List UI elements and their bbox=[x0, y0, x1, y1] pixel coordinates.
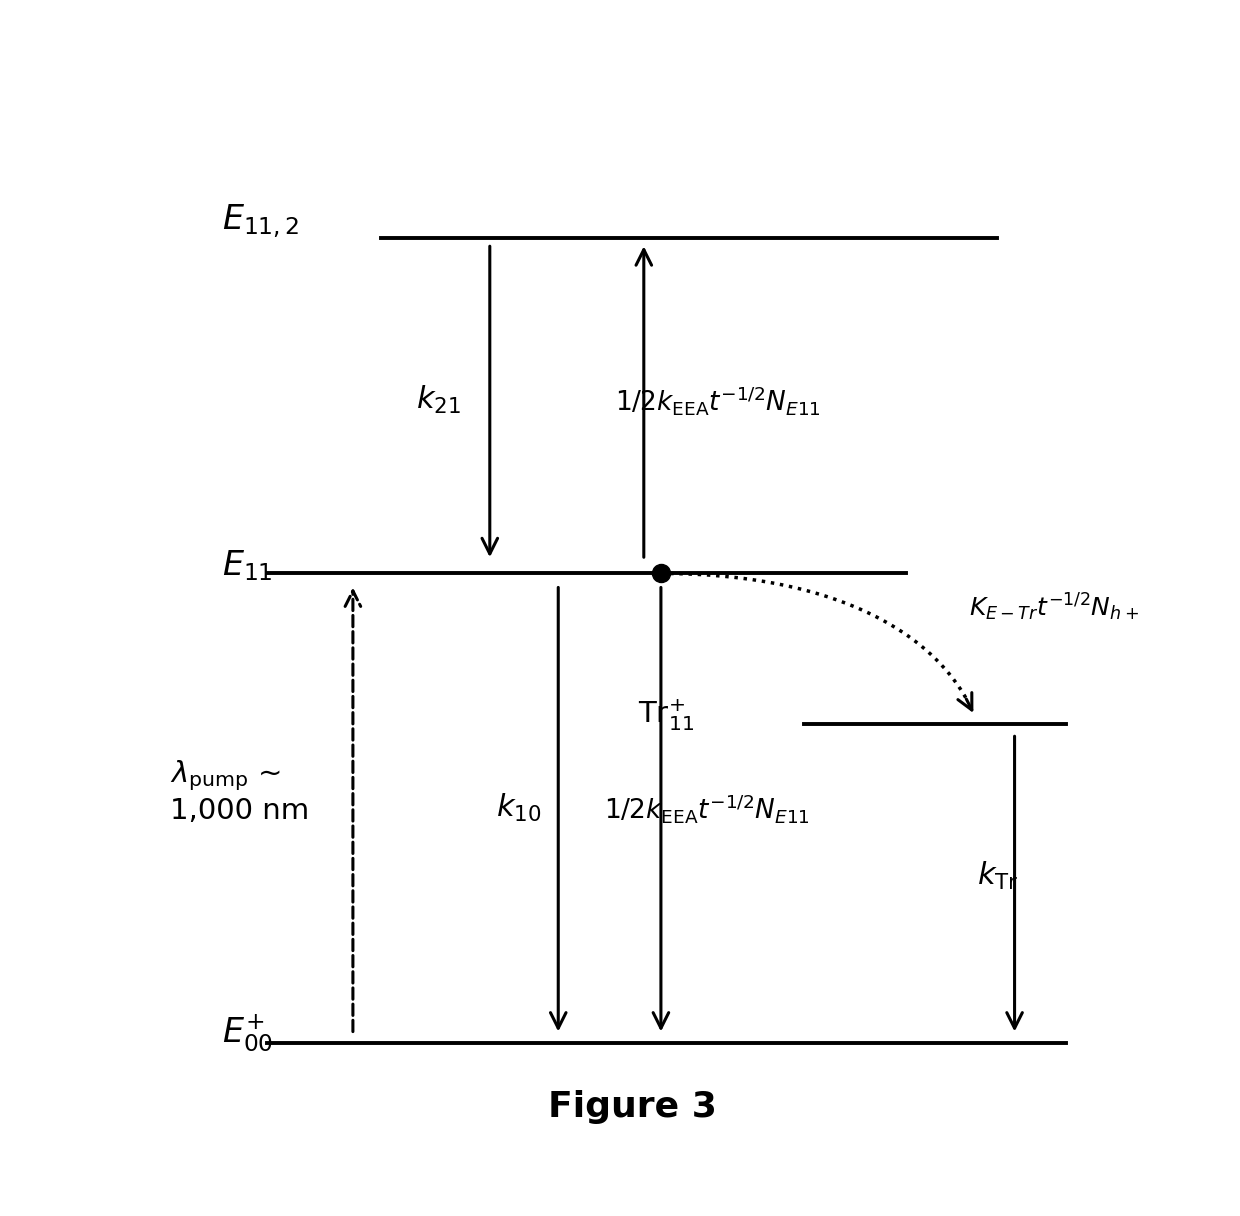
Text: $k_{\mathrm{Tr}}$: $k_{\mathrm{Tr}}$ bbox=[977, 860, 1018, 891]
Text: Figure 3: Figure 3 bbox=[548, 1090, 717, 1124]
Text: $k_{21}$: $k_{21}$ bbox=[417, 384, 461, 416]
Text: $\mathrm{Tr}^{+}_{11}$: $\mathrm{Tr}^{+}_{11}$ bbox=[639, 698, 694, 733]
Text: $k_{10}$: $k_{10}$ bbox=[496, 793, 541, 824]
Text: $E^{+}_{00}$: $E^{+}_{00}$ bbox=[222, 1013, 273, 1055]
Text: $\lambda_{\mathrm{pump}}$ ~
1,000 nm: $\lambda_{\mathrm{pump}}$ ~ 1,000 nm bbox=[170, 758, 310, 826]
Text: $E_{11, 2}$: $E_{11, 2}$ bbox=[222, 202, 299, 240]
Text: $E_{11}$: $E_{11}$ bbox=[222, 548, 273, 582]
Text: $1/2k_{\mathrm{EEA}}t^{-1/2}N_{E11}$: $1/2k_{\mathrm{EEA}}t^{-1/2}N_{E11}$ bbox=[604, 792, 810, 824]
Text: $K_{E-Tr}t^{-1/2}N_{h+}$: $K_{E-Tr}t^{-1/2}N_{h+}$ bbox=[968, 591, 1140, 623]
Text: $1/2k_{\mathrm{EEA}}t^{-1/2}N_{E11}$: $1/2k_{\mathrm{EEA}}t^{-1/2}N_{E11}$ bbox=[615, 383, 821, 417]
